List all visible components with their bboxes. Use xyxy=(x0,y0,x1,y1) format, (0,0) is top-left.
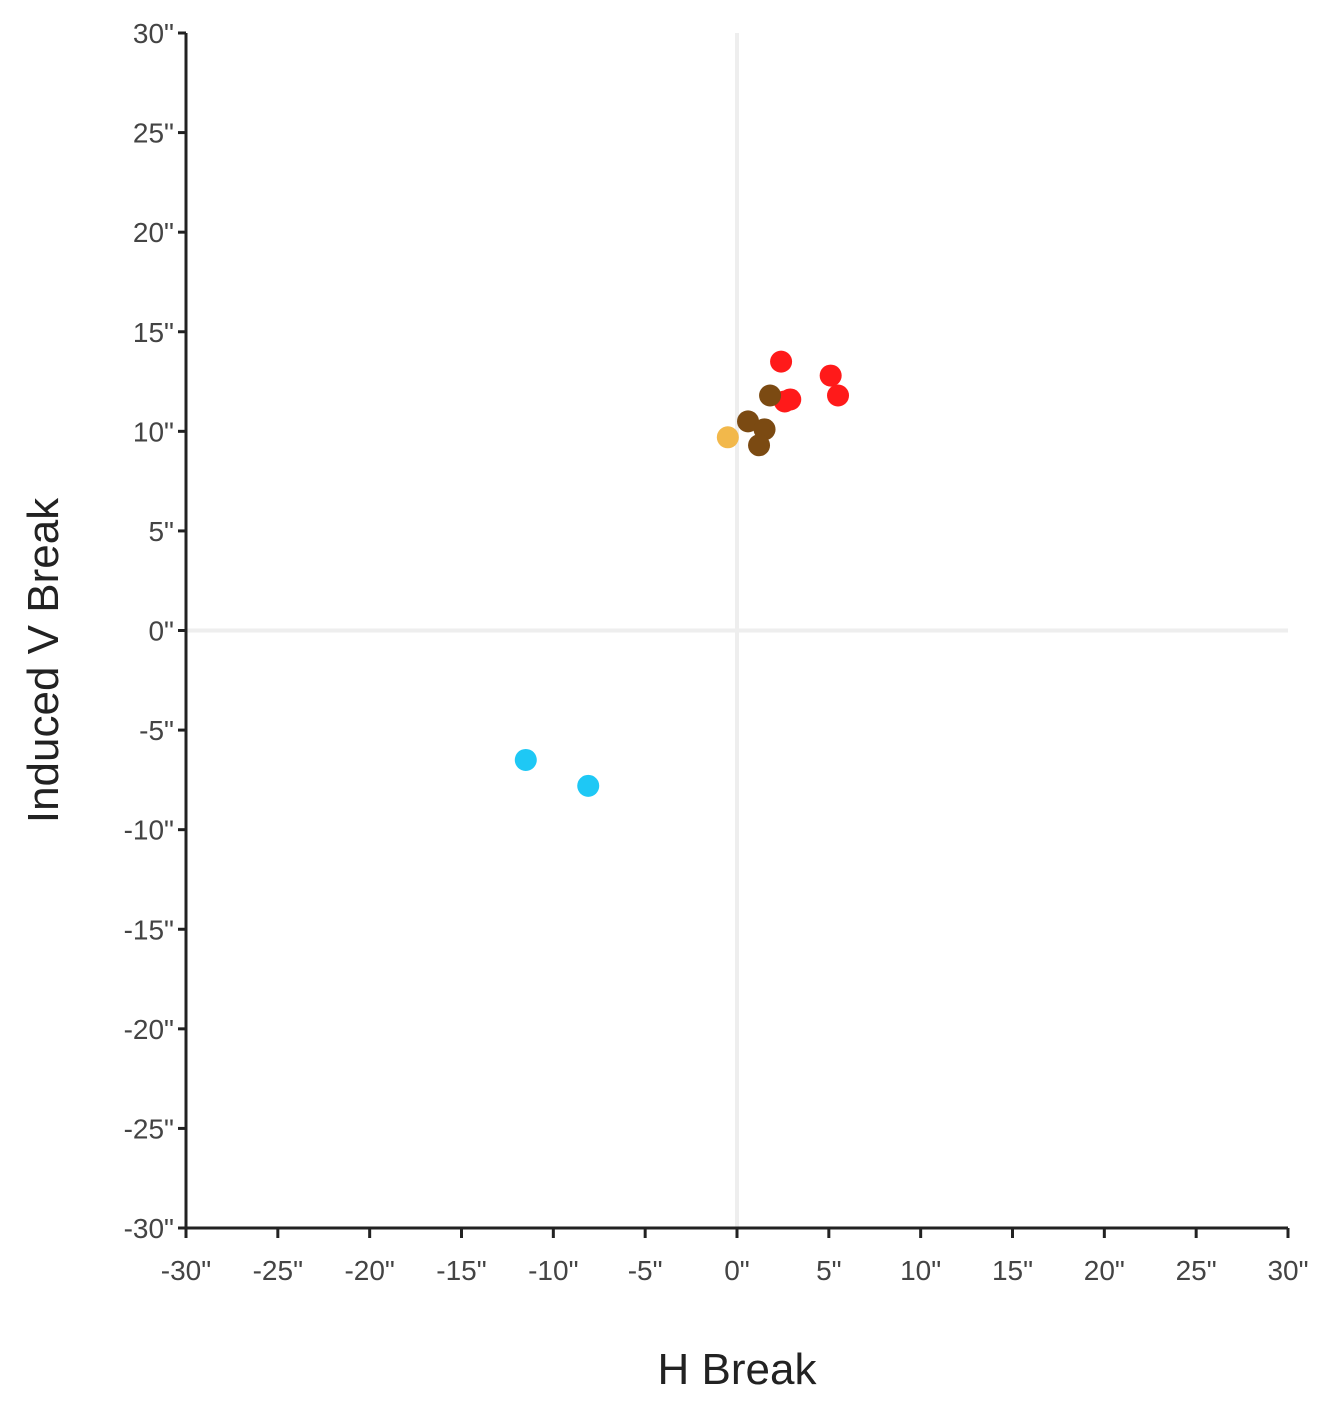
x-tick-label: 15" xyxy=(992,1255,1033,1286)
zero-lines xyxy=(186,33,1288,1228)
scatter-point xyxy=(827,384,850,407)
x-tick-label: 10" xyxy=(900,1255,941,1286)
x-tick-label: -5" xyxy=(628,1255,663,1286)
x-tick-label: -25" xyxy=(253,1255,303,1286)
y-tick-label: -15" xyxy=(124,914,174,945)
y-tick-label: -5" xyxy=(139,715,174,746)
y-tick-label: -10" xyxy=(124,815,174,846)
x-axis-title: H Break xyxy=(658,1345,818,1394)
scatter-point xyxy=(716,426,739,449)
y-tick-label: 0" xyxy=(148,616,174,647)
y-tick-label: 10" xyxy=(133,416,174,447)
x-tick-label: -15" xyxy=(436,1255,486,1286)
x-tick-label: -10" xyxy=(528,1255,578,1286)
y-tick-label: 30" xyxy=(133,18,174,49)
y-tick-label: 15" xyxy=(133,317,174,348)
scatter-point xyxy=(779,388,802,411)
x-tick-label: -30" xyxy=(161,1255,211,1286)
y-tick-label: -30" xyxy=(124,1213,174,1244)
x-tick-label: -20" xyxy=(344,1255,394,1286)
scatter-point xyxy=(737,410,760,433)
data-points xyxy=(514,350,850,797)
scatter-point xyxy=(514,748,537,771)
scatter-point xyxy=(770,350,793,373)
y-axis-title: Induced V Break xyxy=(19,497,68,823)
axis-ticks: 30" 25" 20" 15" 10" 5" 0" -5" -10" -15" -20" -25" -3… xyxy=(124,18,1309,1286)
y-tick-label: 5" xyxy=(148,516,174,547)
scatter-point xyxy=(577,774,600,797)
x-tick-label: 25" xyxy=(1176,1255,1217,1286)
scatter-point xyxy=(819,364,842,387)
x-tick-label: 30" xyxy=(1267,1255,1308,1286)
y-tick-label: -25" xyxy=(124,1113,174,1144)
x-tick-label: 0" xyxy=(724,1255,750,1286)
scatter-point xyxy=(759,384,782,407)
scatter-point xyxy=(748,434,771,457)
y-tick-label: 20" xyxy=(133,217,174,248)
y-tick-label: 25" xyxy=(133,118,174,149)
y-tick-label: -20" xyxy=(124,1014,174,1045)
x-tick-label: 20" xyxy=(1084,1255,1125,1286)
x-tick-label: 5" xyxy=(816,1255,842,1286)
